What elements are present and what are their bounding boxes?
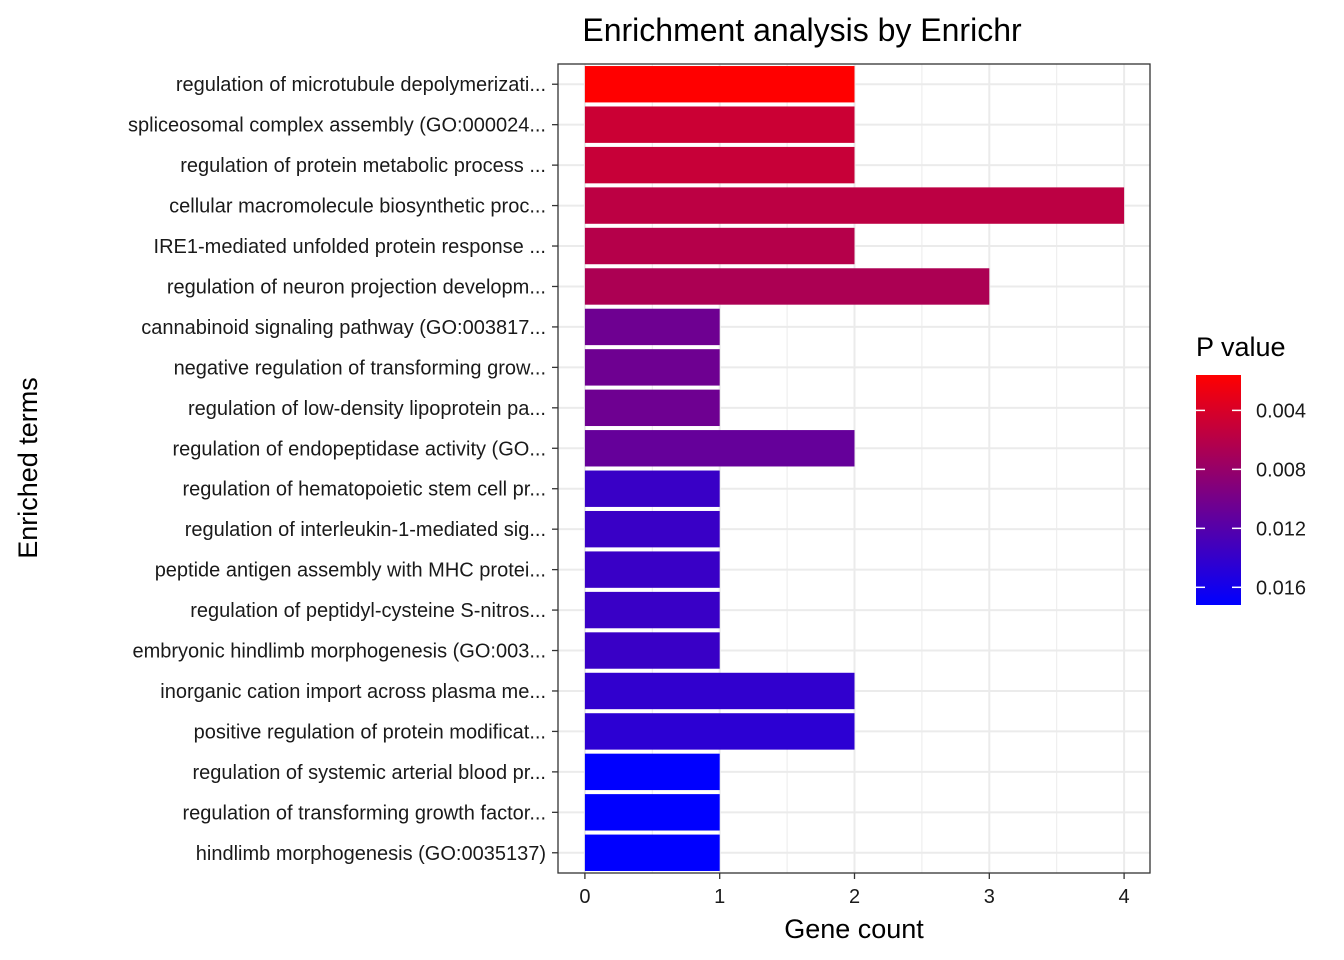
bar (584, 510, 720, 548)
y-tick-label: peptide antigen assembly with MHC protei… (155, 560, 546, 582)
x-tick-label: 2 (849, 886, 860, 908)
legend-tick-label: 0.004 (1256, 400, 1306, 422)
y-tick-label: regulation of interleukin-1-mediated sig… (185, 519, 546, 541)
y-tick-label: embryonic hindlimb morphogenesis (GO:003… (132, 641, 546, 663)
bar (584, 349, 720, 386)
y-tick-label: regulation of low-density lipoprotein pa… (188, 398, 546, 420)
y-axis-title: Enriched terms (13, 377, 43, 559)
bar (584, 66, 855, 103)
y-tick-label: regulation of neuron projection developm… (167, 276, 546, 298)
bar (584, 227, 855, 265)
y-tick-label: hindlimb morphogenesis (GO:0035137) (196, 843, 546, 865)
bar (584, 591, 720, 629)
bar (584, 389, 720, 427)
bar (584, 794, 720, 831)
y-tick-label: regulation of microtubule depolymerizati… (176, 74, 546, 96)
bar (584, 672, 855, 710)
legend-color-bar (1196, 375, 1241, 605)
y-tick-label: spliceosomal complex assembly (GO:000024… (128, 115, 546, 137)
y-tick-label: IRE1-mediated unfolded protein response … (154, 236, 546, 258)
y-tick-label: regulation of protein metabolic process … (180, 155, 546, 177)
bar (584, 308, 720, 346)
y-tick-label: regulation of hematopoietic stem cell pr… (182, 479, 546, 501)
y-tick-label: regulation of endopeptidase activity (GO… (172, 438, 546, 460)
y-tick-label: regulation of transforming growth factor… (182, 802, 546, 824)
bar (584, 834, 720, 871)
bar (584, 632, 720, 669)
bar (584, 551, 720, 588)
bar (584, 187, 1125, 224)
chart-title: Enrichment analysis by Enrichr (582, 12, 1022, 48)
x-axis-title: Gene count (784, 914, 924, 944)
y-tick-label: regulation of peptidyl-cysteine S-nitros… (190, 600, 546, 622)
bar (584, 713, 855, 750)
bar (584, 430, 855, 467)
y-tick-label: negative regulation of transforming grow… (174, 357, 546, 379)
y-tick-label: positive regulation of protein modificat… (194, 721, 546, 743)
y-axis-ticks: regulation of microtubule depolymerizati… (128, 74, 558, 865)
bar (584, 470, 720, 507)
legend-tick-label: 0.008 (1256, 459, 1306, 481)
x-tick-label: 0 (579, 886, 590, 908)
x-axis-ticks: 0 1 2 3 4 (579, 873, 1130, 908)
legend: P value 0.004 0.008 0.012 0.016 (1196, 332, 1306, 605)
y-tick-label: inorganic cation import across plasma me… (160, 681, 546, 703)
legend-title: P value (1196, 332, 1286, 362)
y-tick-label: cellular macromolecule biosynthetic proc… (169, 196, 546, 218)
bar (584, 268, 990, 305)
bar (584, 106, 855, 143)
bar (584, 753, 720, 791)
bars (584, 66, 1125, 871)
legend-tick-label: 0.016 (1256, 577, 1306, 599)
y-tick-label: regulation of systemic arterial blood pr… (192, 762, 546, 784)
x-tick-label: 1 (714, 886, 725, 908)
y-tick-label: cannabinoid signaling pathway (GO:003817… (141, 317, 546, 339)
x-tick-label: 3 (984, 886, 995, 908)
legend-ticks: 0.004 0.008 0.012 0.016 (1196, 400, 1306, 599)
legend-tick-label: 0.012 (1256, 518, 1306, 540)
bar (584, 146, 855, 184)
x-tick-label: 4 (1119, 886, 1130, 908)
